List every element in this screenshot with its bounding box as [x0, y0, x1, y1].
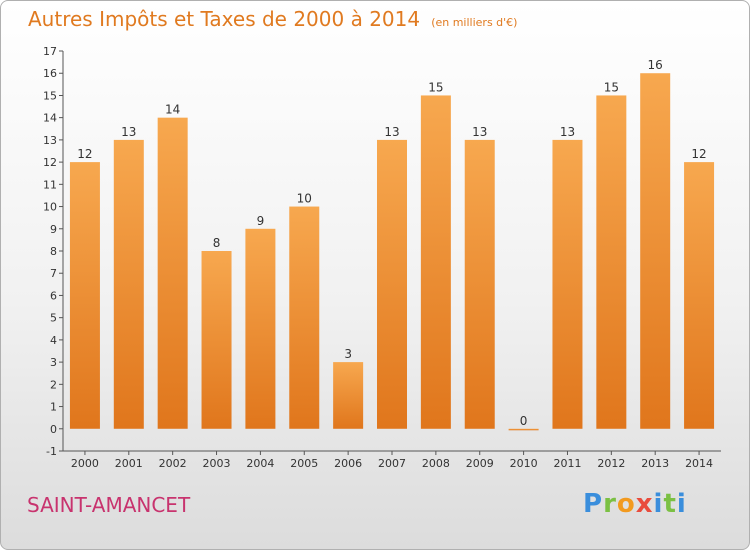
y-tick-label: 0 — [50, 423, 57, 436]
value-label-2003: 8 — [213, 236, 221, 250]
value-label-2004: 9 — [257, 214, 265, 228]
x-tick-label-2009: 2009 — [466, 457, 494, 470]
value-label-2010: 0 — [520, 414, 528, 428]
labels: 12 2000 13 2001 14 2002 8 2003 9 2004 10 2005 3 2006 1… — [71, 58, 713, 470]
chart-subtitle: (en milliers d'€) — [431, 16, 518, 29]
y-tick-label: 13 — [43, 134, 57, 147]
y-tick-label: 15 — [43, 89, 57, 102]
x-tick-label-2005: 2005 — [290, 457, 318, 470]
bar-2004[interactable] — [245, 228, 276, 429]
bar-2002[interactable] — [157, 117, 188, 429]
y-tick-label: 8 — [50, 245, 57, 258]
x-tick-label-2011: 2011 — [553, 457, 581, 470]
bars — [69, 73, 715, 431]
x-tick-label-2013: 2013 — [641, 457, 669, 470]
bar-2011[interactable] — [552, 139, 583, 429]
bar-2010[interactable] — [508, 428, 539, 431]
x-tick-label-2004: 2004 — [246, 457, 274, 470]
value-label-2014: 12 — [691, 147, 706, 161]
x-tick-label-2003: 2003 — [203, 457, 231, 470]
value-label-2002: 14 — [165, 103, 180, 117]
value-label-2011: 13 — [560, 125, 575, 139]
bar-2001[interactable] — [113, 139, 144, 429]
value-label-2009: 13 — [472, 125, 487, 139]
y-tick-label: 7 — [50, 267, 57, 280]
y-tick-label: 6 — [50, 289, 57, 302]
value-label-2012: 15 — [604, 80, 619, 94]
x-tick-label-2008: 2008 — [422, 457, 450, 470]
y-tick-label: 12 — [43, 156, 57, 169]
x-tick-label-2014: 2014 — [685, 457, 713, 470]
x-tick-label-2012: 2012 — [597, 457, 625, 470]
bar-2014[interactable] — [684, 162, 715, 429]
x-tick-label-2010: 2010 — [510, 457, 538, 470]
y-tick-label: 2 — [50, 378, 57, 391]
y-tick-label: 3 — [50, 356, 57, 369]
bar-2003[interactable] — [201, 251, 232, 429]
x-tick-label-2000: 2000 — [71, 457, 99, 470]
proxiti-logo[interactable]: Proxiti — [583, 489, 687, 519]
y-tick-label: 11 — [43, 178, 57, 191]
town-name: SAINT-AMANCET — [27, 493, 191, 517]
y-tick-label: 5 — [50, 312, 57, 325]
bar-2006[interactable] — [333, 362, 364, 429]
x-tick-label-2006: 2006 — [334, 457, 362, 470]
value-label-2001: 13 — [121, 125, 136, 139]
value-label-2005: 10 — [297, 192, 312, 206]
y-tick-label: 16 — [43, 67, 57, 80]
chart-title: Autres Impôts et Taxes de 2000 à 2014 — [28, 7, 421, 31]
bar-2009[interactable] — [464, 139, 495, 429]
y-tick-label: 17 — [43, 45, 57, 58]
x-tick-label-2002: 2002 — [159, 457, 187, 470]
bar-2005[interactable] — [289, 206, 320, 429]
value-label-2000: 12 — [77, 147, 92, 161]
value-label-2008: 15 — [428, 80, 443, 94]
bar-2007[interactable] — [377, 139, 407, 429]
y-tick-label: 14 — [43, 112, 57, 125]
y-tick-label: 9 — [50, 223, 57, 236]
value-label-2006: 3 — [344, 347, 352, 361]
value-label-2013: 16 — [648, 58, 663, 72]
x-tick-label-2001: 2001 — [115, 457, 143, 470]
y-tick-label: -1 — [46, 445, 57, 458]
bar-2012[interactable] — [596, 95, 627, 429]
y-tick-label: 4 — [50, 334, 57, 347]
bar-2013[interactable] — [640, 73, 671, 429]
chart-title-block: Autres Impôts et Taxes de 2000 à 2014 (e… — [28, 7, 517, 31]
x-tick-label-2007: 2007 — [378, 457, 406, 470]
value-label-2007: 13 — [384, 125, 399, 139]
y-tick-label: 1 — [50, 401, 57, 414]
bar-2000[interactable] — [69, 162, 100, 429]
bar-2008[interactable] — [420, 95, 451, 429]
y-tick-label: 10 — [43, 201, 57, 214]
